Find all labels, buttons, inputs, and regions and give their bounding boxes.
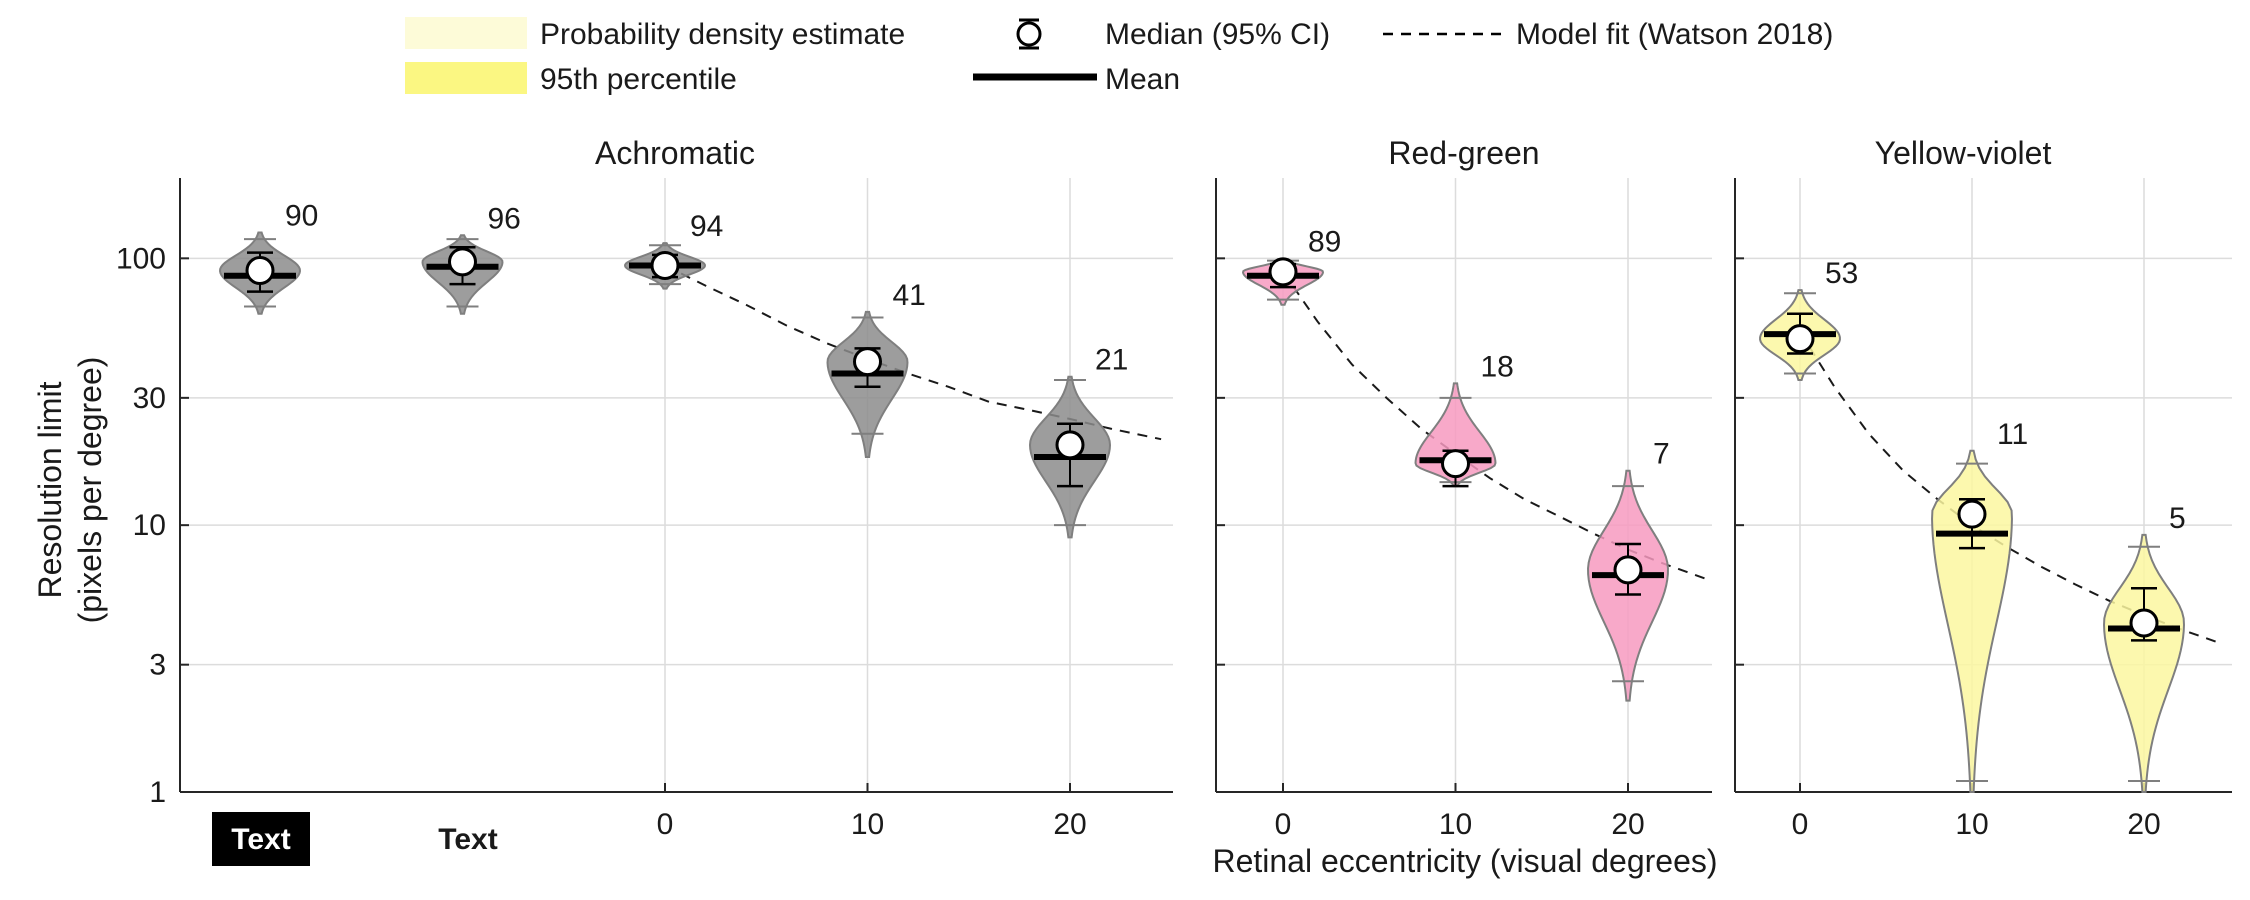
x-tick-label-red-green-0: 0 xyxy=(1275,808,1292,841)
legend-density-swatch xyxy=(405,17,527,49)
y-tick-label-1: 1 xyxy=(149,776,166,809)
count-label-achromatic-0: 94 xyxy=(690,210,723,243)
figure: Probability density estimate 95th percen… xyxy=(0,0,2250,900)
y-tick-label-100: 100 xyxy=(116,242,166,275)
y-axis-label-line1: Resolution limit xyxy=(32,381,68,598)
count-label-red-green-10: 18 xyxy=(1481,350,1514,383)
y-tick-label-3: 3 xyxy=(149,649,166,682)
median-marker-achromatic-neg20 xyxy=(247,258,273,284)
median-marker-achromatic-0 xyxy=(652,252,678,278)
panel-achromatic: Achromatic 1 3 10 30 100 0 10 20 90 96 94 41 21 xyxy=(116,135,1173,841)
count-label-achromatic-neg10: 96 xyxy=(488,202,521,235)
count-label-yellow-violet-20: 5 xyxy=(2169,502,2186,535)
count-label-achromatic-10: 41 xyxy=(893,279,926,312)
median-marker-yellow-violet-10 xyxy=(1959,501,1985,527)
plot-area-red-green: 0 10 20 89 18 7 xyxy=(1216,178,1712,841)
legend: Probability density estimate 95th percen… xyxy=(405,17,1833,96)
x-tick-label-yellow-violet-10: 10 xyxy=(1955,808,1988,841)
count-label-red-green-0: 89 xyxy=(1308,225,1341,258)
x-tick-label-achromatic-10: 10 xyxy=(851,808,884,841)
median-marker-yellow-violet-20 xyxy=(2131,610,2157,636)
count-label-yellow-violet-0: 53 xyxy=(1825,257,1858,290)
panel-yellow-violet: Yellow-violet 0 10 20 53 11 5 xyxy=(1735,135,2232,841)
legend-percentile-label: 95th percentile xyxy=(540,63,737,96)
median-marker-achromatic-10 xyxy=(855,349,881,375)
y-tick-label-10: 10 xyxy=(133,509,166,542)
legend-model-label: Model fit (Watson 2018) xyxy=(1516,18,1833,51)
panel-title-achromatic: Achromatic xyxy=(595,135,755,171)
y-tick-label-30: 30 xyxy=(133,382,166,415)
x-tick-label-achromatic-20: 20 xyxy=(1053,808,1086,841)
legend-mean-label: Mean xyxy=(1105,63,1180,96)
x-tick-label-yellow-violet-20: 20 xyxy=(2127,808,2160,841)
panel-red-green: Red-green 0 10 20 89 18 7 xyxy=(1216,135,1712,841)
panel-title-red-green: Red-green xyxy=(1388,135,1539,171)
x-tick-label-red-green-20: 20 xyxy=(1611,808,1644,841)
count-label-yellow-violet-10: 11 xyxy=(1997,418,2028,451)
median-marker-achromatic-20 xyxy=(1057,432,1083,458)
footer-dark-tag: Text xyxy=(231,823,290,856)
legend-median-label: Median (95% CI) xyxy=(1105,18,1330,51)
y-axis-label-line2: (pixels per degree) xyxy=(72,357,108,624)
panel-title-yellow-violet: Yellow-violet xyxy=(1875,135,2052,171)
legend-percentile-swatch xyxy=(405,62,527,94)
x-tick-label-red-green-10: 10 xyxy=(1439,808,1472,841)
legend-median-icon xyxy=(1018,20,1040,48)
x-tick-label-yellow-violet-0: 0 xyxy=(1792,808,1809,841)
x-axis-label: Retinal eccentricity (visual degrees) xyxy=(1212,843,1717,879)
plot-area-achromatic: 1 3 10 30 100 0 10 20 90 96 94 41 21 xyxy=(116,178,1173,841)
median-marker-yellow-violet-0 xyxy=(1787,326,1813,352)
median-marker-red-green-0 xyxy=(1270,259,1296,285)
median-marker-achromatic-neg10 xyxy=(450,249,476,275)
median-marker-red-green-10 xyxy=(1443,451,1469,477)
legend-density-label: Probability density estimate xyxy=(540,18,905,51)
count-label-achromatic-20: 21 xyxy=(1095,344,1128,377)
x-tick-label-achromatic-0: 0 xyxy=(657,808,674,841)
median-marker-red-green-20 xyxy=(1615,557,1641,583)
footer-plain-tag: Text xyxy=(438,823,497,856)
count-label-red-green-20: 7 xyxy=(1653,438,1670,471)
violin-yellow-violet-20 xyxy=(2104,535,2184,792)
count-label-achromatic-neg20: 90 xyxy=(285,199,318,232)
plot-area-yellow-violet: 0 10 20 53 11 5 xyxy=(1735,178,2232,841)
